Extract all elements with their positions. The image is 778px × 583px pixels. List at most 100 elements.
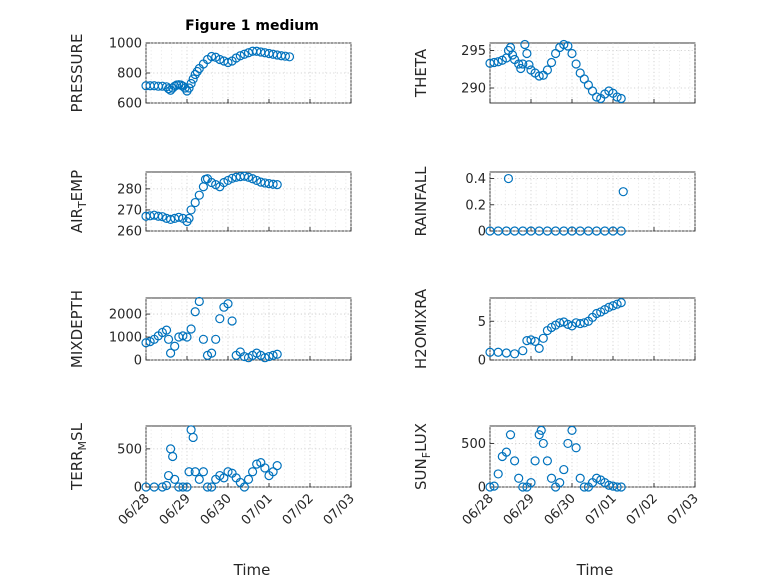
- mixdepth-point-33: [272, 349, 282, 359]
- h2omixra-point-7: [530, 336, 540, 346]
- theta-point-7: [507, 50, 518, 60]
- sunflux-point-22: [571, 443, 581, 453]
- airtemp-point-28: [248, 174, 258, 184]
- airtemp-point-26: [239, 171, 249, 181]
- theta-point-25: [567, 48, 577, 59]
- h2omixra-point-4: [518, 346, 528, 356]
- rainfall-point-17: [616, 226, 626, 236]
- h2omixra-point-19: [579, 318, 589, 328]
- pressure-point-42: [280, 51, 290, 61]
- mixdepth-point-17: [207, 348, 217, 358]
- sunflux-point-23: [575, 473, 585, 483]
- sunflux-axes-box: [489, 425, 696, 488]
- rainfall-y-label: RAINFALL: [412, 166, 430, 237]
- terrmsl-point-18: [207, 482, 217, 492]
- h2omixra-axes-box: [489, 297, 696, 361]
- sunflux-point-12: [534, 430, 544, 440]
- mixdepth-point-15: [198, 334, 208, 344]
- sunflux-point-6: [509, 456, 520, 466]
- pressure-point-28: [223, 57, 233, 68]
- theta-point-26: [571, 59, 581, 69]
- pressure-point-43: [284, 52, 295, 62]
- sunflux-xtick-label-2: 06/30: [542, 491, 579, 528]
- pressure-ytick-label-0: 600: [117, 97, 142, 112]
- h2omixra-point-6: [526, 335, 536, 345]
- terrmsl-point-2: [157, 482, 167, 492]
- terrmsl-xtick-label-2: 06/30: [198, 491, 235, 528]
- theta-point-24: [563, 41, 573, 51]
- terrmsl-point-11: [184, 467, 194, 477]
- mixdepth-point-6: [163, 334, 174, 344]
- sunflux-point-24: [579, 482, 589, 492]
- h2omixra-point-25: [604, 302, 614, 312]
- panel-h2omixra: 0 5 H2OMIXRA: [412, 288, 696, 369]
- airtemp-point-29: [252, 175, 262, 186]
- sunflux-xtick-label-1: 06/29: [501, 491, 538, 528]
- x-axis-label-right: Time: [576, 561, 614, 579]
- mixdepth-point-14: [194, 296, 204, 307]
- sunflux-xtick-label-0: 06/28: [460, 491, 497, 528]
- theta-point-1: [489, 57, 499, 68]
- sunflux-point-8: [518, 482, 528, 492]
- mixdepth-point-13: [190, 307, 200, 317]
- sunflux-xtick-label-5: 07/03: [665, 491, 702, 528]
- sunflux-point-19: [559, 464, 569, 475]
- h2omixra-point-22: [591, 308, 602, 319]
- sunflux-y-label: SUNFLUX: [412, 423, 433, 490]
- theta-y-label: THETA: [412, 48, 430, 98]
- panel-sunflux: 0 500 06/28 06/29 06/30 07/01 07/02 07/03 SUNFLU…: [412, 423, 702, 528]
- mixdepth-ytick-label-1: 1000: [109, 331, 142, 346]
- x-axis-label-left: Time: [233, 561, 271, 579]
- terrmsl-point-7: [170, 474, 180, 484]
- theta-point-13: [522, 48, 532, 59]
- mixdepth-point-31: [264, 351, 274, 362]
- pressure-point-6: [163, 84, 174, 94]
- theta-point-10: [516, 63, 526, 74]
- theta-point-11: [518, 59, 528, 69]
- sunflux-ytick-label-1: 500: [461, 437, 486, 452]
- terrmsl-xtick-label-4: 07/02: [280, 491, 317, 528]
- airtemp-point-11: [184, 213, 194, 223]
- rainfall-axes-box: [489, 171, 696, 232]
- sunflux-point-33: [616, 482, 626, 492]
- airtemp-ytick-label-2: 280: [117, 182, 142, 197]
- terrmsl-point-6: [168, 451, 178, 462]
- terrmsl-xtick-label-0: 06/28: [116, 491, 153, 528]
- h2omixra-point-8: [534, 343, 544, 353]
- sunflux-point-21: [567, 425, 577, 435]
- sunflux-xtick-label-4: 07/02: [624, 491, 661, 528]
- terrmsl-point-15: [194, 474, 204, 484]
- pressure-point-24: [207, 51, 217, 62]
- h2omixra-point-28: [616, 298, 626, 308]
- sunflux-point-20: [563, 438, 573, 449]
- sunflux-point-18: [555, 478, 565, 488]
- airtemp-point-34: [272, 180, 282, 190]
- terrmsl-point-13: [188, 432, 198, 443]
- sunflux-point-32: [612, 482, 622, 492]
- mixdepth-point-5: [161, 325, 172, 335]
- airtemp-point-13: [190, 197, 200, 208]
- theta-point-2: [493, 57, 503, 67]
- mixdepth-point-8: [170, 341, 180, 351]
- mixdepth-point-0: [141, 338, 151, 348]
- theta-point-36: [612, 92, 622, 102]
- sunflux-point-10: [526, 478, 536, 488]
- rainfall-ytick-label-0: 0: [478, 225, 486, 240]
- pressure-point-31: [235, 51, 245, 61]
- terrmsl-point-10: [182, 482, 192, 492]
- theta-point-31: [591, 92, 602, 102]
- panel-rainfall: 0 0.2 0.4 RAINFALL: [412, 166, 696, 240]
- theta-ytick-label-0: 290: [461, 82, 486, 97]
- mixdepth-point-19: [215, 314, 225, 324]
- h2omixra-point-27: [612, 299, 622, 309]
- pressure-y-label: PRESSURE: [68, 34, 86, 113]
- mixdepth-point-21: [223, 299, 233, 309]
- sunflux-point-14: [538, 438, 548, 449]
- airtemp-point-14: [194, 190, 204, 200]
- airtemp-point-4: [157, 212, 167, 222]
- pressure-point-16: [184, 83, 194, 93]
- rainfall-ytick-label-2: 0.4: [465, 172, 486, 187]
- terrmsl-ytick-label-0: 0: [134, 481, 142, 496]
- h2omixra-point-18: [575, 318, 585, 329]
- mixdepth-ytick-label-2: 2000: [109, 308, 142, 323]
